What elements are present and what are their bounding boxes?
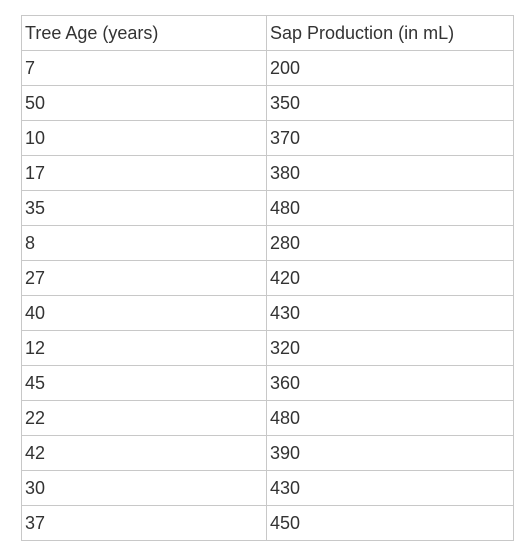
tree-age-cell: 17 [21, 155, 267, 191]
header-sap-production: Sap Production (in mL) [266, 15, 514, 51]
table-row: 40 430 [21, 295, 514, 331]
sap-production-cell: 360 [266, 365, 514, 401]
tree-age-cell: 12 [21, 330, 267, 366]
tree-age-cell: 27 [21, 260, 267, 296]
sap-production-cell: 480 [266, 190, 514, 226]
sap-production-cell: 370 [266, 120, 514, 156]
sap-production-cell: 480 [266, 400, 514, 436]
table-row: 35 480 [21, 190, 514, 226]
sap-production-cell: 320 [266, 330, 514, 366]
tree-age-cell: 45 [21, 365, 267, 401]
sap-production-cell: 390 [266, 435, 514, 471]
table-row: 30 430 [21, 470, 514, 506]
table-row: 8 280 [21, 225, 514, 261]
table-row: 45 360 [21, 365, 514, 401]
sap-production-cell: 200 [266, 50, 514, 86]
sap-production-cell: 280 [266, 225, 514, 261]
tree-age-cell: 50 [21, 85, 267, 121]
table-row: 42 390 [21, 435, 514, 471]
sap-production-cell: 350 [266, 85, 514, 121]
sap-production-cell: 430 [266, 295, 514, 331]
table-body: 7 200 50 350 10 370 17 380 35 480 8 280 … [21, 50, 514, 541]
table-row: 37 450 [21, 505, 514, 541]
sap-production-cell: 430 [266, 470, 514, 506]
tree-age-cell: 37 [21, 505, 267, 541]
tree-age-cell: 30 [21, 470, 267, 506]
table-row: 7 200 [21, 50, 514, 86]
table-row: 17 380 [21, 155, 514, 191]
table-header: Tree Age (years) Sap Production (in mL) [21, 15, 514, 51]
tree-age-cell: 10 [21, 120, 267, 156]
sap-production-cell: 420 [266, 260, 514, 296]
table-row: 10 370 [21, 120, 514, 156]
tree-age-cell: 40 [21, 295, 267, 331]
data-table: Tree Age (years) Sap Production (in mL) … [21, 15, 514, 541]
sap-production-cell: 450 [266, 505, 514, 541]
tree-age-cell: 35 [21, 190, 267, 226]
tree-age-cell: 7 [21, 50, 267, 86]
header-row: Tree Age (years) Sap Production (in mL) [21, 15, 514, 51]
table-row: 12 320 [21, 330, 514, 366]
tree-age-cell: 42 [21, 435, 267, 471]
tree-age-cell: 8 [21, 225, 267, 261]
table-row: 22 480 [21, 400, 514, 436]
table-row: 50 350 [21, 85, 514, 121]
header-tree-age: Tree Age (years) [21, 15, 267, 51]
table-row: 27 420 [21, 260, 514, 296]
tree-age-cell: 22 [21, 400, 267, 436]
sap-production-cell: 380 [266, 155, 514, 191]
